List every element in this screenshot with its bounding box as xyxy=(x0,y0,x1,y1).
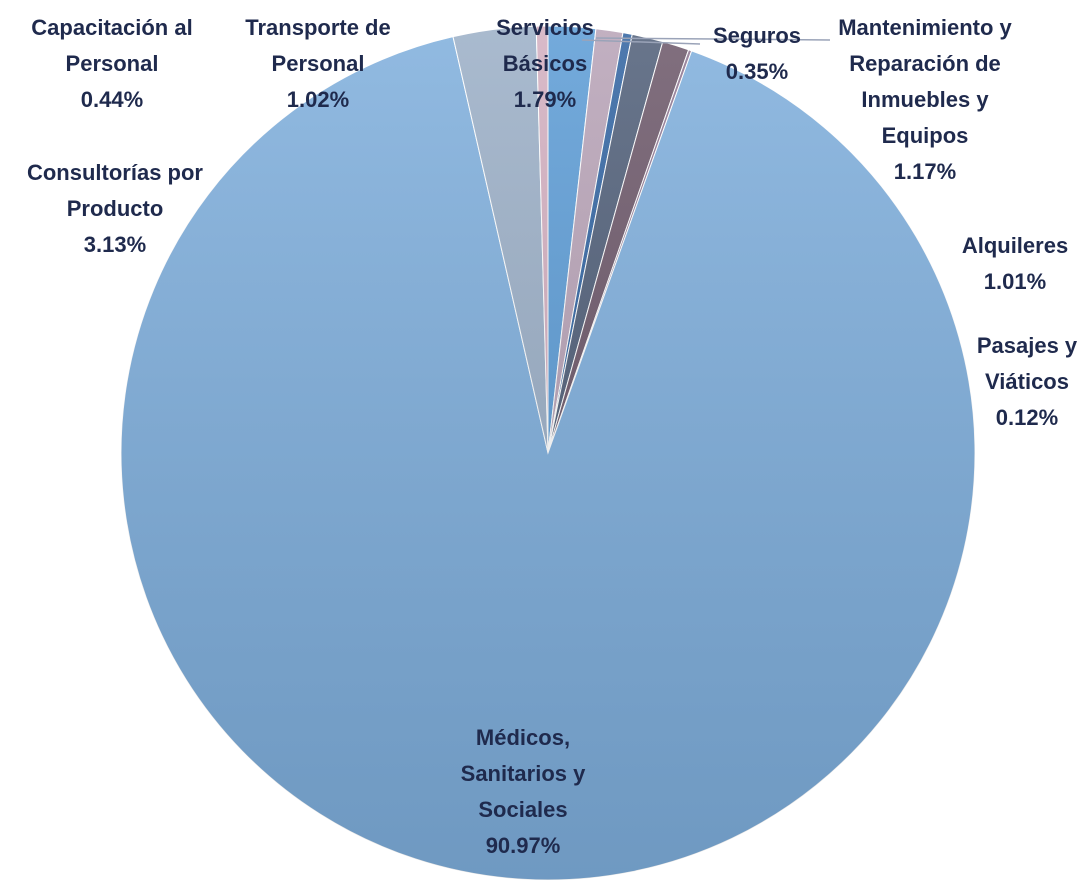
value-label: 0.44% xyxy=(80,87,144,112)
category-label: Transporte de Personal xyxy=(245,15,391,76)
data-label: Servicios Básicos 1.79% xyxy=(480,10,610,118)
value-label: 0.35% xyxy=(725,59,789,84)
category-label: Médicos, Sanitarios y Sociales xyxy=(460,725,586,822)
value-label: 3.13% xyxy=(83,232,147,257)
data-label: Capacitación al Personal 0.44% xyxy=(12,10,212,118)
category-label: Pasajes y Viáticos xyxy=(976,333,1078,394)
value-label: 1.01% xyxy=(983,269,1047,294)
leader-line xyxy=(581,39,701,45)
category-label: Alquileres xyxy=(961,233,1069,258)
value-label: 1.79% xyxy=(513,87,577,112)
data-label: Consultorías por Producto 3.13% xyxy=(25,155,205,263)
category-label: Mantenimiento y Reparación de Inmuebles … xyxy=(838,15,1012,148)
data-label: Pasajes y Viáticos 0.12% xyxy=(965,328,1089,436)
value-label: 90.97% xyxy=(485,833,561,858)
data-label: Mantenimiento y Reparación de Inmuebles … xyxy=(825,10,1025,190)
data-label: Médicos, Sanitarios y Sociales 90.97% xyxy=(438,720,608,864)
data-label: Seguros 0.35% xyxy=(707,18,807,90)
category-label: Consultorías por Producto xyxy=(26,160,203,221)
data-label: Transporte de Personal 1.02% xyxy=(238,10,398,118)
category-label: Servicios Básicos xyxy=(496,15,594,76)
value-label: 1.02% xyxy=(286,87,350,112)
category-label: Seguros xyxy=(712,23,802,48)
data-label: Alquileres 1.01% xyxy=(945,228,1085,300)
value-label: 0.12% xyxy=(995,405,1059,430)
value-label: 1.17% xyxy=(893,159,957,184)
category-label: Capacitación al Personal xyxy=(31,15,193,76)
leader-line xyxy=(595,37,831,41)
